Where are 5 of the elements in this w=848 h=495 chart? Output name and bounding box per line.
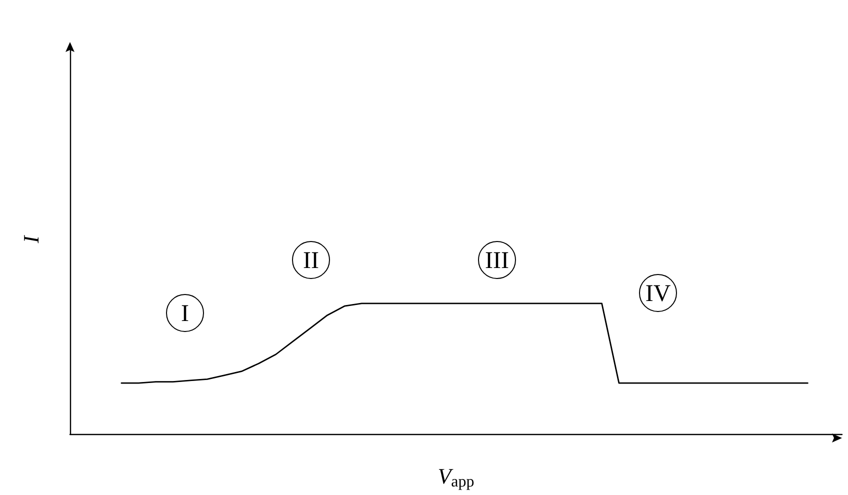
text: III [485,248,509,274]
y-axis-title: I [18,234,44,244]
text: II [303,248,319,274]
annotation: I [181,301,189,327]
annotation: IV [645,281,671,307]
